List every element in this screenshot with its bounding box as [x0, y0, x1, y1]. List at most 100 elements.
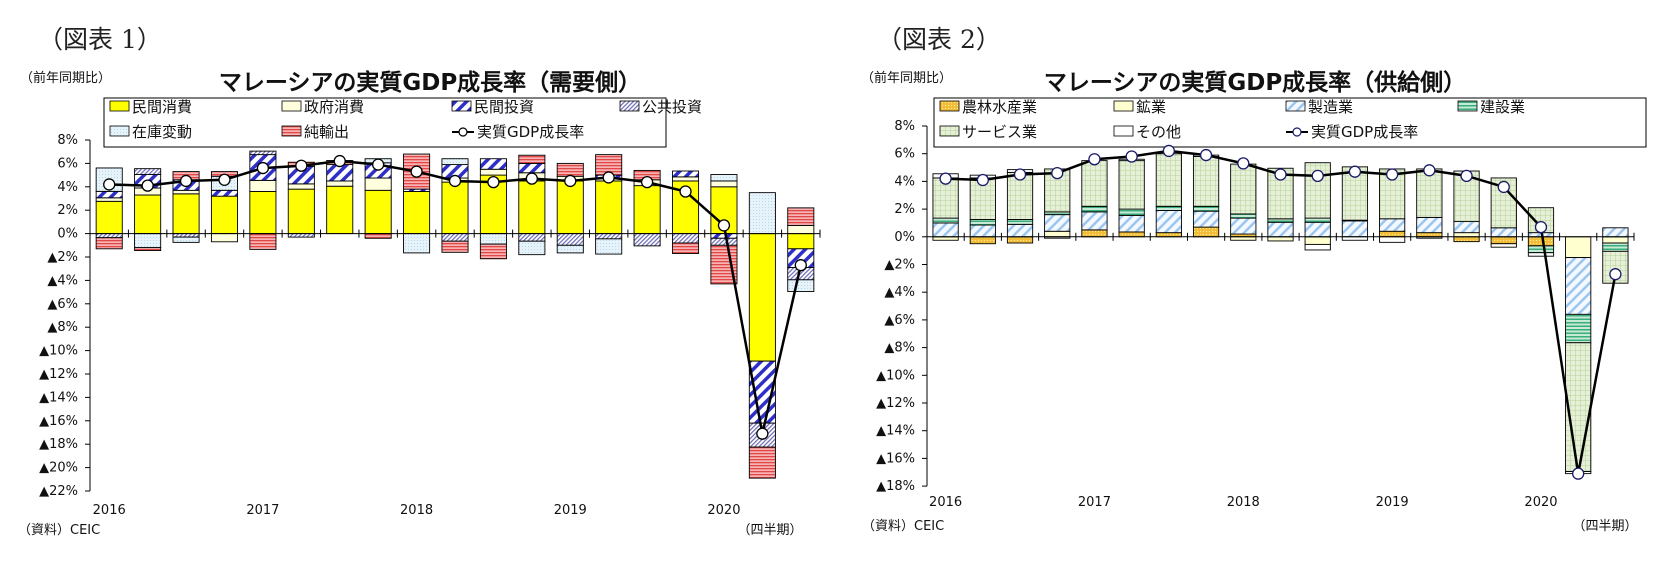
x-tick-label: 2018	[1227, 495, 1260, 510]
bar-stack-2018Q4	[518, 154, 546, 256]
bar-segment-5	[556, 162, 584, 177]
y-tick-label: ▲18%	[876, 479, 915, 494]
gdp-point	[1088, 153, 1101, 166]
legend-swatch	[939, 100, 960, 112]
bar-segment-5	[1341, 236, 1369, 241]
legend-item: サービス業	[939, 123, 1037, 141]
gdp-point	[295, 159, 308, 172]
legend-label: 民間消費	[132, 98, 192, 116]
bar-segment-1	[1602, 236, 1629, 244]
bar-segment-2	[932, 222, 959, 238]
chart-title: マレーシアの実質GDP成長率（需要側）	[219, 69, 641, 96]
bar-segment-2	[1230, 217, 1257, 235]
bar-segment-2	[1267, 221, 1294, 238]
y-tick-label: ▲4%	[884, 285, 915, 300]
gdp-point	[1572, 467, 1585, 480]
bar-segment-4	[748, 192, 776, 235]
bar-segment-0	[1453, 236, 1480, 243]
bar-segment-1	[787, 224, 815, 235]
bar-stack-2018Q4	[1341, 166, 1369, 241]
bar-segment-2	[1006, 223, 1034, 238]
gdp-point	[1125, 150, 1138, 163]
bar-segment-4	[1192, 156, 1220, 207]
bar-segment-2	[1192, 210, 1220, 228]
legend-item: 民間投資	[451, 98, 534, 116]
y-tick-label: ▲8%	[47, 320, 78, 335]
bar-segment-0	[95, 200, 123, 235]
legend-label: 実質GDP成長率	[477, 123, 584, 141]
bar-stack-2019Q2	[1416, 168, 1443, 239]
bar-segment-3	[1192, 205, 1220, 212]
legend-swatch	[1113, 125, 1134, 137]
bar-segment-0	[1081, 229, 1108, 238]
gdp-point	[1423, 164, 1436, 177]
gdp-point	[1534, 220, 1548, 234]
y-tick-label: 2%	[57, 203, 78, 218]
bar-stack-2019Q1	[556, 162, 584, 254]
gdp-point	[794, 259, 807, 272]
legend-item: 建設業	[1457, 98, 1525, 116]
bar-segment-1	[1267, 236, 1294, 242]
bar-segment-3	[1155, 205, 1182, 211]
legend-item: その他	[1113, 123, 1181, 141]
legend-swatch	[109, 100, 130, 112]
gdp-point	[1609, 268, 1622, 281]
legend-item: 民間消費	[109, 98, 192, 116]
y-tick-label: ▲2%	[884, 258, 915, 273]
bar-segment-3	[1230, 213, 1257, 219]
gdp-point	[103, 178, 116, 191]
legend-label: 在庫変動	[132, 123, 192, 141]
bar-segment-5	[787, 207, 815, 226]
legend-swatch	[1457, 100, 1478, 112]
source-note: （資料）CEIC	[862, 519, 944, 534]
legend-label: その他	[1136, 123, 1181, 141]
bar-segment-3	[595, 233, 623, 240]
y-tick-label: ▲20%	[39, 461, 78, 476]
y-tick-label: ▲14%	[39, 390, 78, 405]
y-tick-label: ▲18%	[39, 437, 78, 452]
legend-swatch	[451, 100, 472, 112]
gdp-point	[256, 161, 270, 175]
x-tick-label: 2020	[707, 503, 740, 518]
y-tick-label: 8%	[894, 119, 915, 134]
bar-segment-3	[1118, 208, 1145, 216]
bar-stack-2020Q3	[787, 207, 815, 292]
y-tick-label: ▲16%	[876, 451, 915, 466]
bar-segment-2	[518, 162, 546, 174]
gdp-point	[1348, 165, 1362, 178]
bar-segment-3	[518, 233, 546, 242]
legend-label: 政府消費	[304, 98, 364, 116]
bar-segment-0	[403, 191, 431, 235]
bar-segment-4	[595, 238, 623, 255]
bar-segment-4	[787, 279, 815, 292]
gdp-point	[1237, 157, 1250, 170]
bar-segment-4	[441, 158, 469, 166]
bar-segment-2	[1416, 216, 1443, 234]
bar-segment-1	[1304, 236, 1331, 245]
legend-label: 農林水産業	[962, 98, 1037, 116]
bar-segment-5	[441, 240, 469, 253]
y-tick-label: ▲10%	[876, 368, 915, 383]
legend-swatch	[1113, 100, 1134, 112]
legend-label: 建設業	[1480, 98, 1525, 116]
x-tick-label: 2019	[1376, 495, 1409, 510]
legend-item: 鉱業	[1113, 98, 1166, 116]
bar-segment-5	[518, 154, 546, 164]
legend-label: 公共投資	[642, 98, 702, 116]
legend-item: 実質GDP成長率	[1286, 123, 1418, 141]
figure-label: （図表 1）	[38, 25, 162, 54]
gdp-point	[1497, 180, 1510, 194]
gdp-point	[1013, 168, 1027, 181]
bar-segment-1	[172, 189, 200, 195]
gdp-point	[141, 179, 154, 192]
bar-stack-2017Q2	[1118, 158, 1145, 238]
x-tick-label: 2016	[93, 503, 126, 518]
bar-segment-5	[672, 242, 700, 254]
bar-segment-3	[172, 233, 200, 238]
legend-item: 政府消費	[281, 98, 364, 116]
bar-segment-0	[969, 236, 996, 245]
bar-segment-5	[1490, 243, 1517, 248]
gdp-point	[564, 174, 577, 188]
legend-item: 農林水産業	[939, 98, 1037, 116]
bar-stack-2017Q2	[287, 161, 315, 238]
